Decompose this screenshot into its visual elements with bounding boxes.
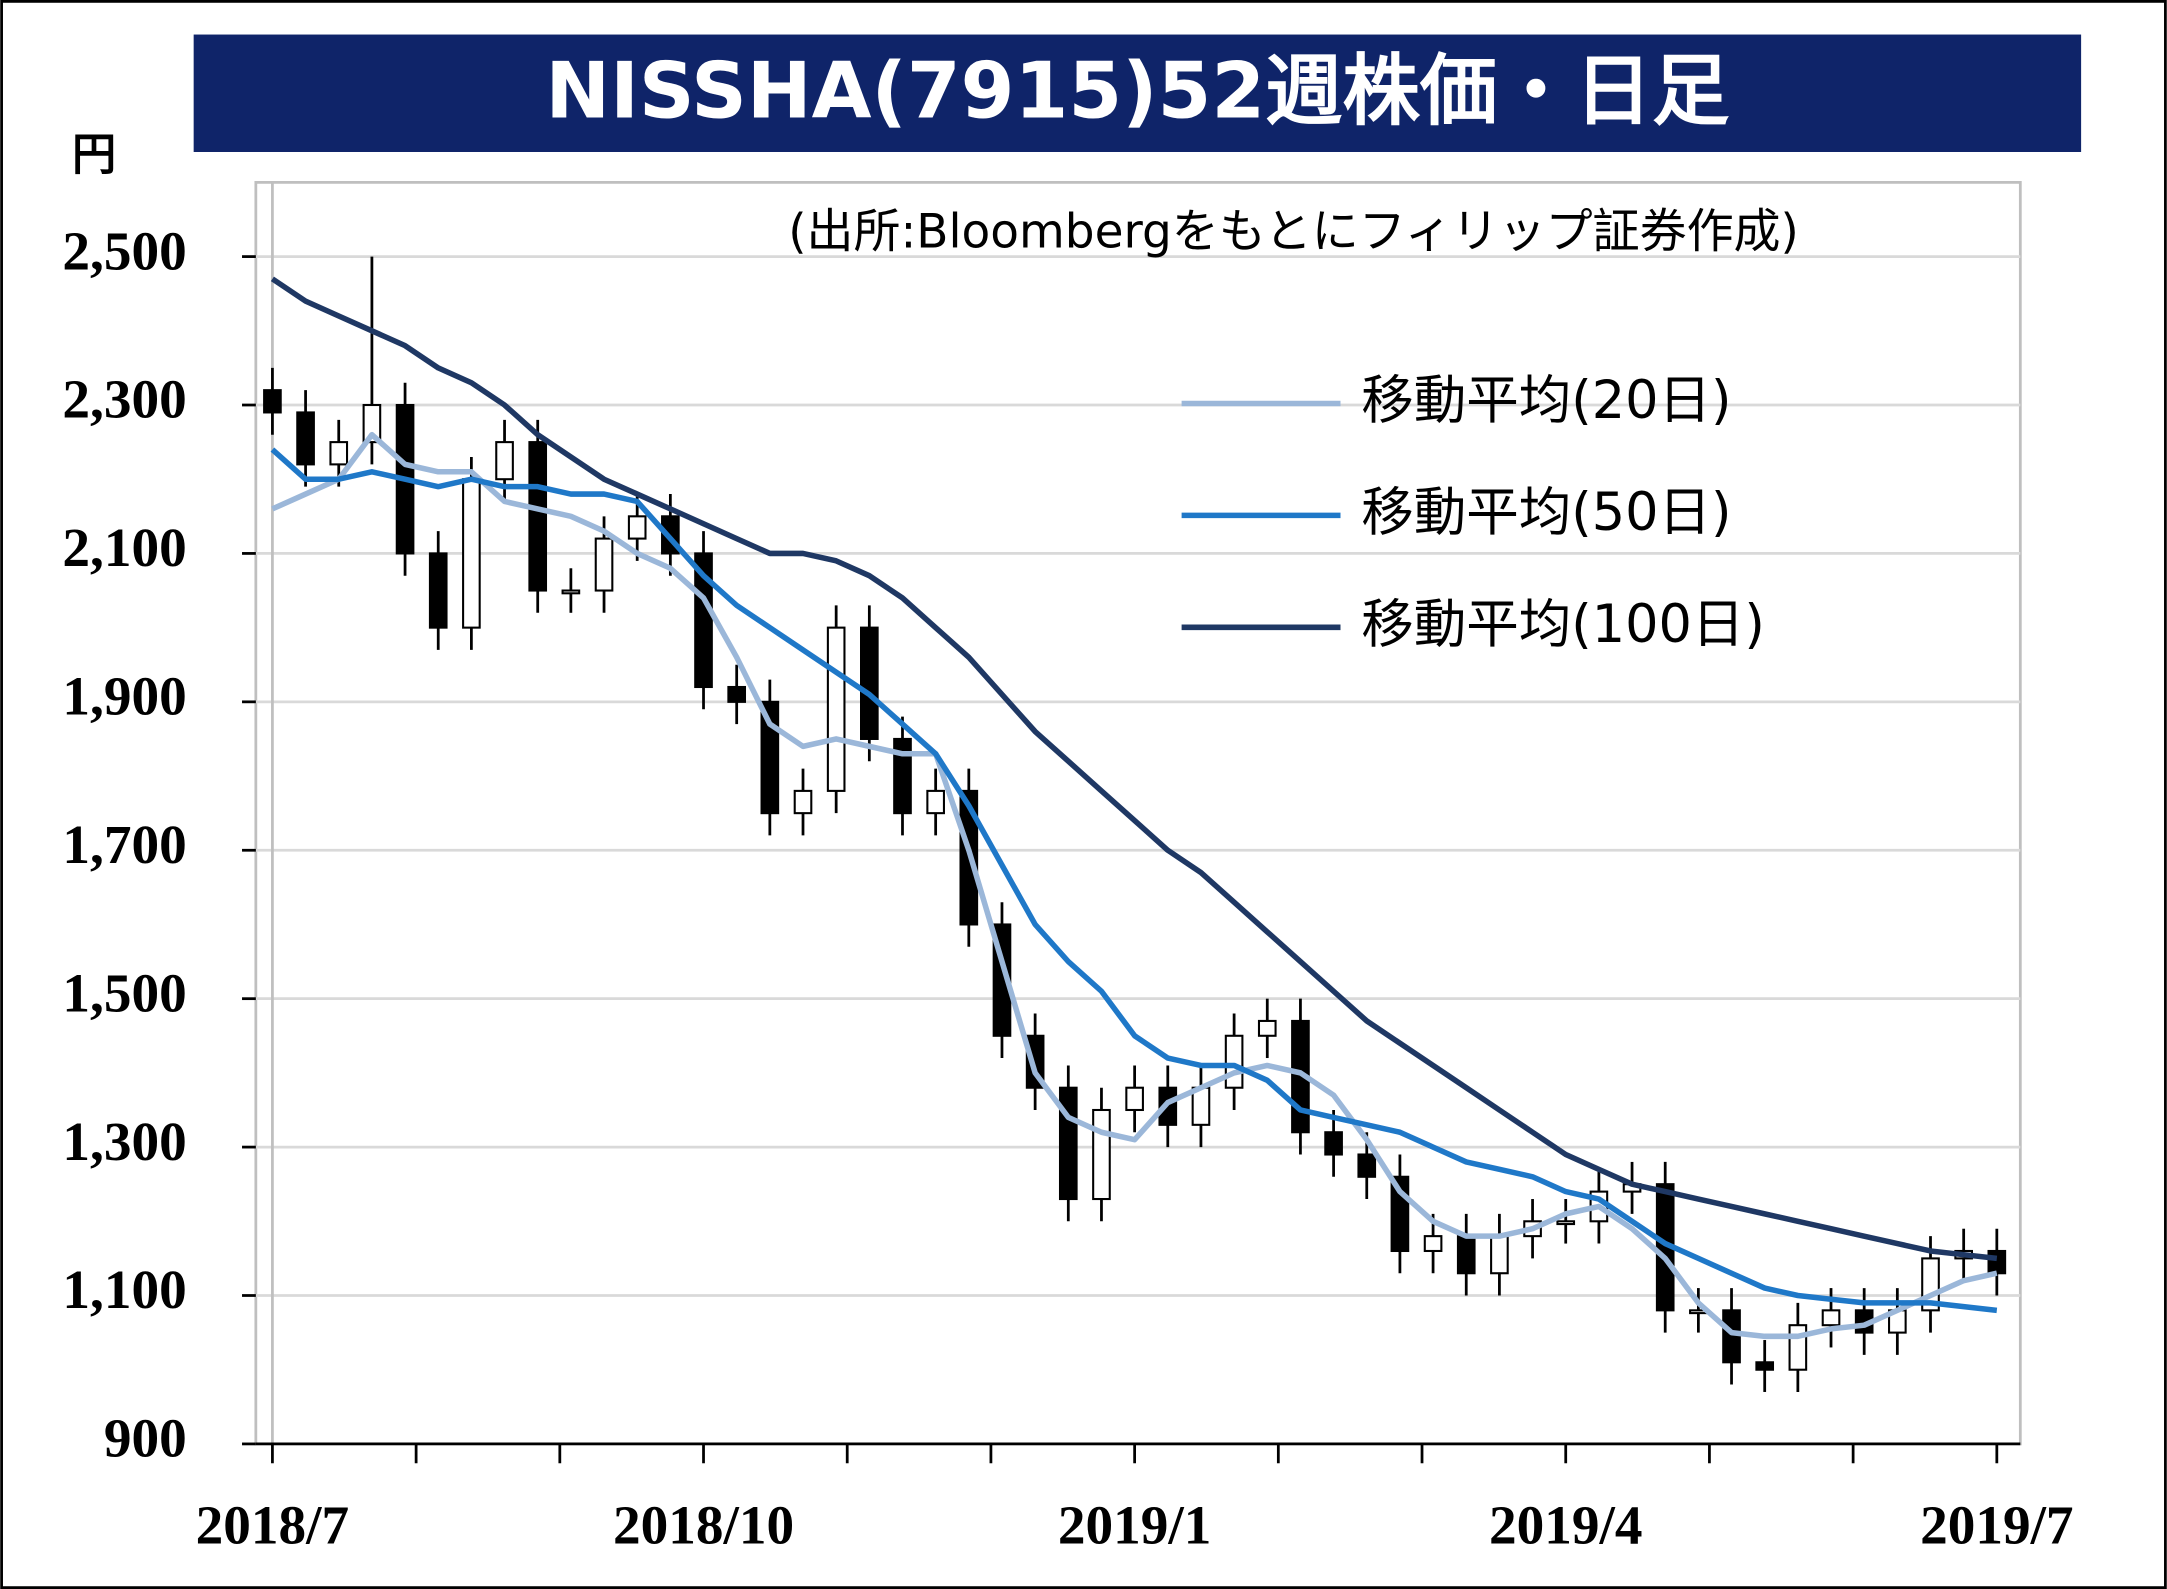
candle-body: [561, 589, 581, 595]
title-banner: [193, 34, 2082, 152]
candle-body: [329, 441, 349, 466]
y-tick-label: 1,300: [62, 1111, 186, 1172]
candle-body: [1324, 1131, 1343, 1156]
candle-body: [1357, 1153, 1377, 1178]
candle-body: [1556, 1220, 1576, 1226]
candle-body: [528, 441, 548, 592]
moving-average-line: [271, 431, 1998, 1340]
candle-body: [1257, 1019, 1277, 1037]
y-tick-label: 1,100: [62, 1259, 186, 1320]
candle-body: [727, 685, 747, 703]
y-tick-label: 2,100: [62, 517, 186, 578]
candle-body: [462, 478, 481, 629]
candle-body: [263, 389, 282, 414]
y-tick-label: 1,900: [62, 666, 186, 727]
legend-label: 移動平均(50日): [1361, 482, 1731, 543]
candle-body: [826, 626, 846, 792]
x-tick-label: 2019/1: [1058, 1495, 1211, 1556]
candle-body: [627, 515, 647, 540]
y-tick-label: 2,300: [62, 369, 186, 430]
candle-body: [1987, 1249, 2007, 1275]
candle-body: [893, 737, 912, 815]
candle-body: [428, 552, 448, 629]
candle-body: [296, 411, 315, 466]
x-tick-label: 2019/7: [1920, 1495, 2073, 1556]
legend-label: 移動平均(100日): [1361, 594, 1765, 655]
y-tick-label: 1,500: [62, 962, 186, 1023]
candle-body: [926, 789, 945, 815]
candle-body: [1490, 1235, 1509, 1275]
y-tick-label: 2,500: [62, 220, 186, 281]
y-unit: 円: [72, 130, 116, 181]
candle-body: [1423, 1235, 1443, 1253]
candle-body: [860, 626, 879, 740]
candle-body: [495, 441, 514, 481]
candle-body: [793, 789, 813, 815]
moving-average-line: [270, 276, 1998, 1262]
candle-body: [1125, 1086, 1144, 1112]
candle-body: [362, 403, 382, 444]
x-tick-label: 2018/7: [196, 1495, 349, 1556]
candle-body: [1224, 1034, 1244, 1089]
candle-body: [1092, 1108, 1111, 1201]
x-tick-label: 2018/10: [613, 1495, 794, 1556]
candle-body: [1058, 1086, 1078, 1201]
y-tick-label: 1,700: [62, 814, 186, 875]
candle-body: [1821, 1309, 1841, 1327]
x-tick-label: 2019/4: [1489, 1495, 1642, 1556]
candle-body: [694, 552, 713, 689]
candle-body: [594, 537, 614, 592]
candle-body: [1755, 1361, 1775, 1371]
candle-body: [1722, 1309, 1741, 1364]
y-tick-label: 900: [104, 1408, 187, 1469]
candle-body: [1788, 1324, 1808, 1371]
subtitle: (出所:Bloombergをもとにフィリップ証券作成): [788, 204, 1799, 259]
legend-label: 移動平均(20日): [1361, 370, 1731, 431]
chart-title: NISSHA(7915)52週株価・日足: [545, 47, 1729, 137]
candle-body: [1456, 1235, 1476, 1275]
moving-average-line: [270, 447, 1998, 1314]
